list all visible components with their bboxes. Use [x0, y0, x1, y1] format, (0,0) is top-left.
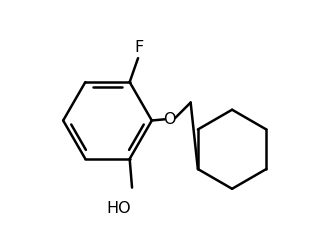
Text: O: O	[164, 112, 176, 127]
Text: F: F	[135, 40, 144, 55]
Text: HO: HO	[107, 201, 131, 216]
